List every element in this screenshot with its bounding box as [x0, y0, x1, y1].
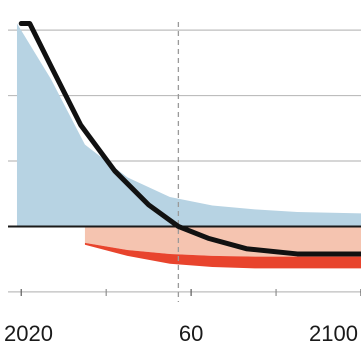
area-band-0	[16, 23, 361, 227]
x-tick-label-2: 2100	[309, 321, 358, 346]
area-band-2	[84, 242, 361, 269]
line-series-3	[18, 21, 361, 257]
x-tick-label-0: 2020	[4, 321, 53, 346]
x-axis: 2020 60 2100	[4, 289, 361, 346]
x-tick-label-1: 60	[179, 321, 203, 346]
line-series	[18, 21, 361, 257]
